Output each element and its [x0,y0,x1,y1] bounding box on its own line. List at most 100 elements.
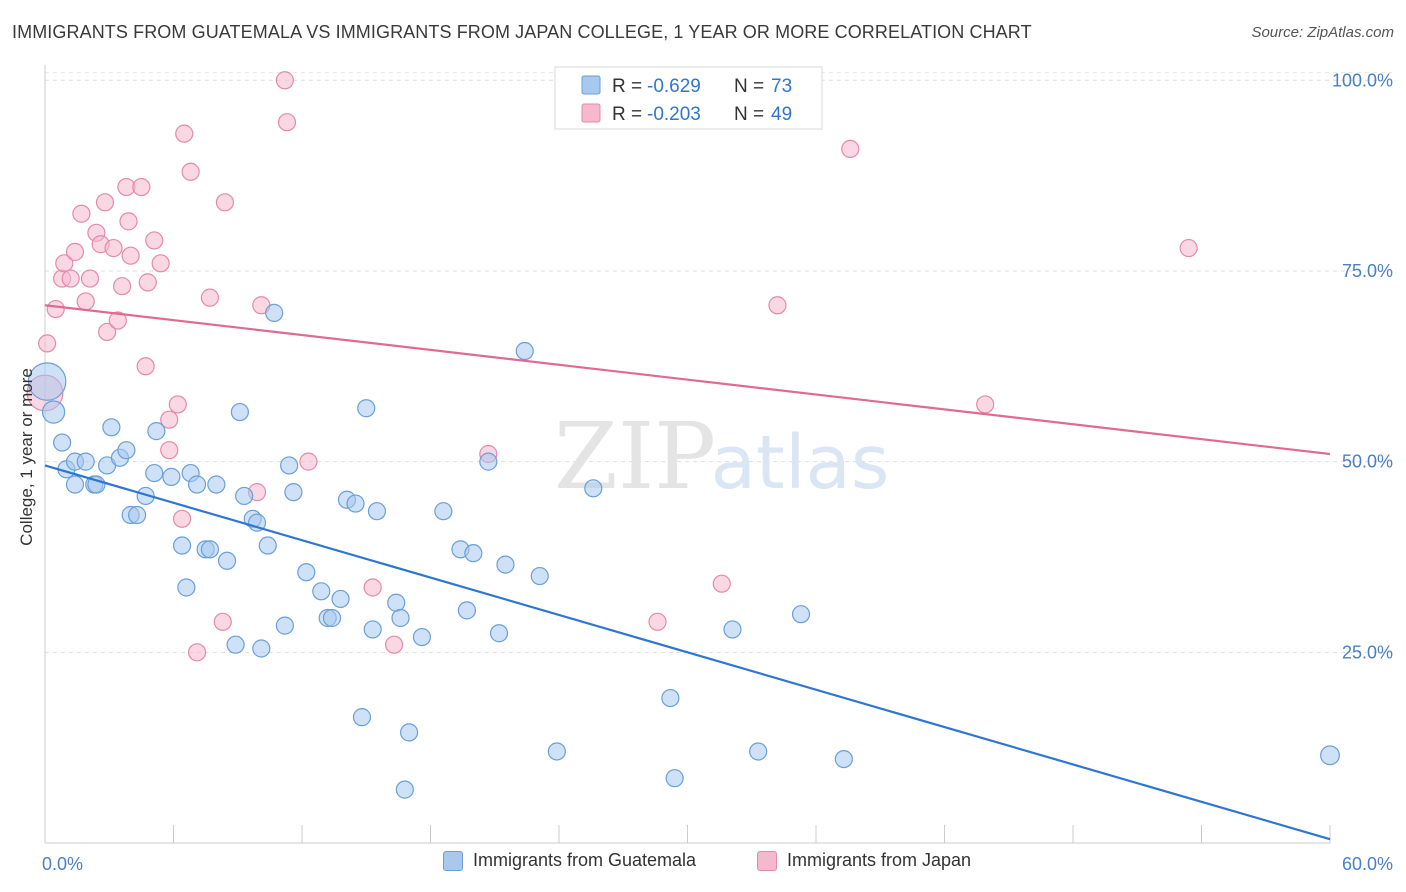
point-guatemala-16 [147,422,166,441]
point-guatemala-47 [363,620,382,639]
point-japan-46 [841,139,860,159]
point-japan-20 [132,177,151,197]
stats-r-label-guatemala: R = [612,76,642,97]
chart-title: IMMIGRANTS FROM GUATEMALA VS IMMIGRANTS … [12,22,1032,42]
point-guatemala-60 [496,555,515,574]
point-japan-14 [104,238,123,258]
point-japan-23 [145,231,164,250]
point-guatemala-20 [177,578,196,597]
stats-r-value-guatemala: -0.629 [647,76,701,97]
point-guatemala-6 [76,452,95,471]
stats-r-label-japan: R = [612,104,642,125]
point-japan-12 [95,193,115,212]
y-tick-label-2: 75.0% [1342,261,1393,281]
point-guatemala-71 [1320,745,1340,766]
legend-swatch-guatemala [443,850,463,871]
point-guatemala-2 [53,433,72,452]
point-japan-1 [38,334,57,353]
point-japan-6 [65,242,85,261]
point-japan-24 [151,254,170,273]
point-japan-21 [136,357,155,376]
point-guatemala-45 [352,708,372,727]
y-tick-label-0: 25.0% [1342,642,1393,662]
point-japan-26 [160,441,179,460]
point-guatemala-10 [102,418,121,437]
point-guatemala-15 [136,486,155,506]
point-guatemala-44 [346,494,365,513]
point-guatemala-32 [252,639,271,658]
point-guatemala-27 [226,635,245,654]
point-japan-2 [46,299,65,319]
point-japan-44 [712,574,731,593]
point-guatemala-4 [65,475,85,494]
point-japan-38 [277,113,297,132]
point-guatemala-59 [489,624,509,643]
point-guatemala-17 [145,463,164,483]
trend-line-guatemala [44,464,1331,841]
point-japan-31 [187,643,207,662]
point-guatemala-53 [412,627,432,647]
point-guatemala-33 [258,536,277,555]
point-japan-29 [175,124,194,143]
y-axis-label: College, 1 year or more [17,368,36,546]
point-japan-39 [299,452,318,471]
point-japan-9 [80,269,100,288]
point-guatemala-25 [207,475,226,494]
point-guatemala-41 [322,608,342,628]
watermark-zip: ZIP [554,403,716,510]
point-guatemala-70 [834,749,853,769]
stats-n-value-japan: 49 [771,104,792,125]
point-guatemala-39 [312,582,331,601]
point-guatemala-46 [357,399,376,418]
point-japan-4 [55,254,74,273]
point-guatemala-68 [749,742,768,761]
legend-label-japan: Immigrants from Japan [787,850,972,870]
legend-label-guatemala: Immigrants from Guatemala [473,850,697,870]
point-guatemala-67 [723,620,742,639]
point-japan-41 [384,635,404,654]
stats-r-value-japan: -0.203 [647,104,701,125]
point-guatemala-37 [284,483,303,502]
point-japan-28 [172,509,192,528]
stats-swatch-guatemala [581,75,601,95]
point-guatemala-35 [275,616,294,635]
point-guatemala-64 [584,479,603,498]
point-japan-27 [168,395,187,414]
point-japan-18 [119,212,138,231]
point-guatemala-1 [41,400,66,424]
source-credit: Source: ZipAtlas.com [1251,24,1394,41]
point-guatemala-58 [479,452,498,471]
x-tick-label-1: 60.0% [1342,854,1393,874]
y-tick-label-1: 50.0% [1342,452,1393,472]
watermark: ZIP atlas [554,403,890,510]
stats-n-label-guatemala: N = [734,76,764,97]
point-guatemala-56 [457,601,477,620]
legend-swatch-japan [757,850,777,871]
point-guatemala-50 [391,608,410,628]
point-japan-32 [200,288,220,307]
trend-line-japan [44,304,1331,456]
point-japan-13 [98,322,117,342]
point-guatemala-57 [464,544,483,563]
point-guatemala-65 [661,688,680,708]
point-guatemala-12 [117,441,136,460]
point-japan-37 [275,71,294,90]
point-guatemala-14 [127,505,147,525]
point-guatemala-54 [434,502,453,521]
stats-n-label-japan: N = [734,104,764,125]
point-guatemala-69 [791,605,811,624]
point-japan-45 [768,296,787,315]
point-japan-43 [648,612,667,631]
point-guatemala-28 [230,402,249,422]
point-guatemala-52 [399,723,419,742]
y-tick-label-3: 100.0% [1332,70,1393,90]
point-guatemala-34 [265,303,284,322]
point-guatemala-36 [280,456,299,475]
point-japan-5 [61,269,80,288]
point-guatemala-63 [547,742,566,761]
point-japan-40 [363,578,382,597]
watermark-atlas: atlas [711,420,890,506]
point-japan-7 [72,204,91,223]
point-guatemala-62 [530,566,549,586]
